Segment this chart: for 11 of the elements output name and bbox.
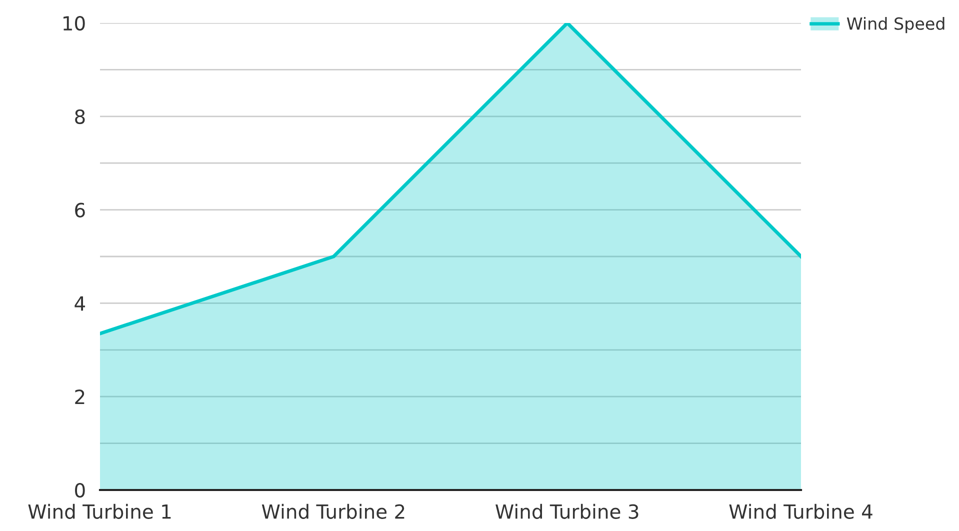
y-tick-label: 2: [75, 390, 84, 404]
x-tick-label: Wind Turbine 2: [262, 504, 404, 519]
legend-label: Wind Speed: [846, 16, 944, 34]
y-tick-label: 4: [74, 296, 86, 311]
y-tick-label: 10: [64, 16, 85, 31]
y-tick-label: 6: [75, 202, 85, 218]
x-tick-label: Wind Turbine 1: [28, 504, 171, 519]
x-tick-label: Wind Turbine 4: [729, 504, 872, 519]
y-tick-label: 8: [75, 109, 85, 124]
y-tick-label: 0: [75, 482, 85, 498]
x-tick-label: Wind Turbine 3: [496, 504, 638, 519]
